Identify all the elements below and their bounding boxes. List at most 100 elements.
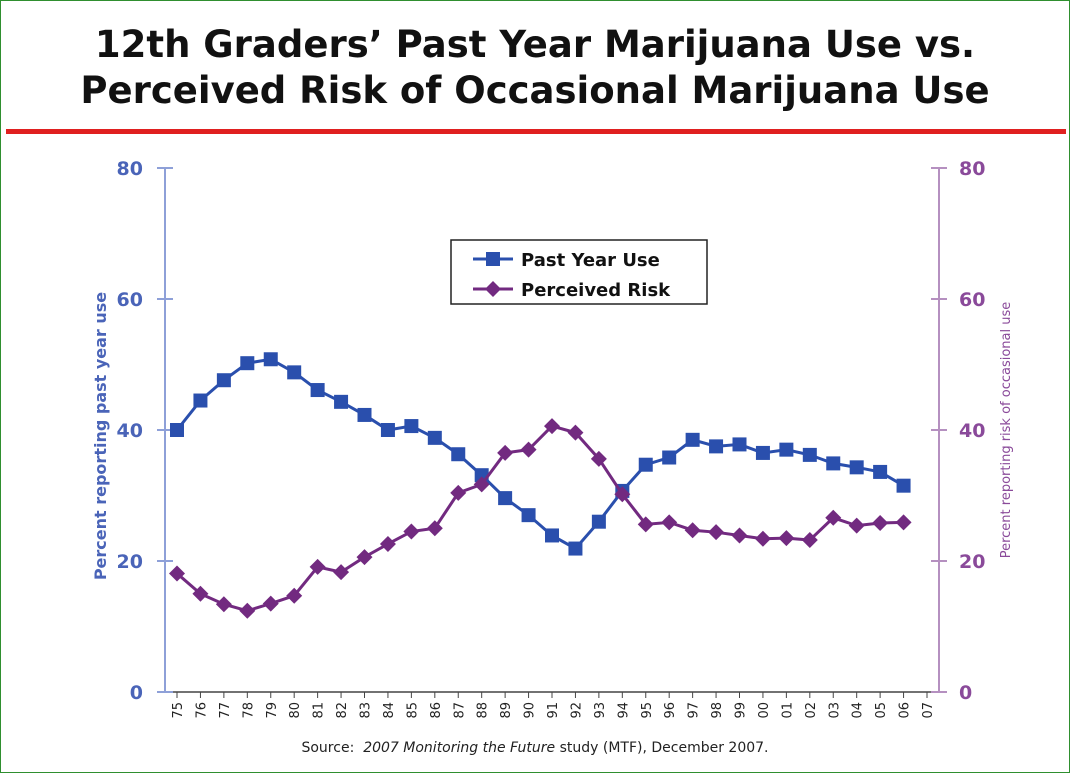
x-tick-label: 92	[569, 702, 584, 719]
past-year-use-point	[709, 439, 724, 454]
past-year-use-point	[498, 491, 513, 506]
right-y-tick-label: 40	[959, 420, 985, 442]
legend-past-year-use-label: Past Year Use	[521, 250, 660, 271]
perceived-risk-point	[825, 509, 842, 526]
past-year-use-point	[755, 445, 770, 460]
past-year-use-point	[170, 423, 184, 437]
x-tick-label: 00	[757, 702, 772, 719]
past-year-use-line	[175, 357, 905, 551]
x-tick-label: 76	[194, 702, 209, 719]
x-tick-label: 90	[523, 702, 538, 719]
past-year-use-point	[404, 419, 419, 434]
left-y-tick-label: 60	[117, 289, 143, 311]
left-y-tick-label: 80	[117, 158, 143, 180]
perceived-risk-point	[637, 516, 654, 533]
x-tick-label: 99	[734, 702, 749, 719]
x-tick-label: 78	[241, 702, 256, 719]
x-tick-label: 81	[312, 702, 327, 719]
past-year-use-point	[896, 478, 911, 493]
title-line-1: 12th Graders’ Past Year Marijuana Use vs…	[94, 23, 976, 66]
right-y-tick-label: 80	[959, 158, 985, 180]
perceived-risk-point	[708, 524, 725, 541]
past-year-use-point	[380, 423, 395, 437]
left-y-tick-label: 0	[130, 682, 143, 704]
x-tick-label: 83	[359, 702, 374, 719]
x-tick-label: 86	[429, 702, 444, 719]
past-year-use-point	[521, 508, 536, 523]
past-year-use-point	[873, 464, 888, 479]
past-year-use-point	[568, 541, 583, 556]
past-year-use-point	[240, 356, 255, 371]
past-year-use-point	[310, 383, 325, 398]
perceived-risk-point	[614, 486, 631, 503]
x-tick-label: 01	[780, 702, 795, 719]
right-y-tick-label: 0	[959, 682, 972, 704]
past-year-use-point	[779, 442, 794, 457]
perceived-risk-point	[403, 523, 420, 540]
perceived-risk-point	[731, 527, 748, 544]
left-y-tick-label: 20	[117, 551, 143, 573]
perceived-risk-point	[309, 558, 326, 575]
x-tick-label: 98	[710, 702, 725, 719]
perceived-risk-point	[286, 587, 303, 604]
x-tick-label: 91	[546, 702, 561, 719]
perceived-risk-point	[262, 595, 279, 612]
x-tick-label: 06	[898, 702, 913, 719]
perceived-risk-point	[754, 530, 771, 547]
x-tick-label: 79	[265, 702, 280, 719]
x-tick-label: 03	[827, 702, 842, 719]
perceived-risk-point	[544, 418, 560, 435]
past-year-use-point	[591, 514, 606, 529]
source-study-name: 2007 Monitoring the Future	[363, 740, 556, 756]
perceived-risk-point	[379, 535, 396, 552]
past-year-use-point	[638, 457, 653, 472]
x-tick-label: 84	[382, 702, 397, 719]
legend-past-year-use-marker	[486, 252, 500, 266]
past-year-use-point	[662, 450, 677, 465]
perceived-risk-point	[801, 532, 818, 549]
x-tick-label: 95	[640, 702, 655, 719]
perceived-risk-point	[590, 450, 607, 467]
x-tick-label: 88	[476, 702, 491, 719]
x-tick-label: 89	[499, 702, 514, 719]
x-tick-label: 75	[171, 702, 186, 719]
x-tick-label: 77	[218, 702, 233, 719]
legend-perceived-risk-marker	[485, 281, 501, 297]
left-y-axis-title: Percent reporting past year use	[91, 292, 110, 580]
perceived-risk-point	[450, 484, 467, 501]
title-line-2: Perceived Risk of Occasional Marijuana U…	[80, 69, 990, 112]
perceived-risk-point	[895, 514, 912, 531]
perceived-risk-point	[239, 602, 256, 619]
source-prefix: Source:	[301, 740, 355, 756]
perceived-risk-point	[356, 549, 373, 566]
x-tick-label: 04	[851, 702, 866, 719]
past-year-use-point	[826, 456, 841, 471]
perceived-risk-point	[520, 441, 537, 458]
past-year-use-point	[451, 447, 466, 462]
x-tick-label: 87	[452, 702, 467, 719]
perceived-risk-point	[778, 530, 795, 547]
past-year-use-point	[193, 393, 208, 408]
x-tick-label: 02	[804, 702, 819, 719]
past-year-use-point	[427, 430, 442, 445]
right-y-axis-title: Percent reporting risk of occasional use	[999, 302, 1014, 559]
chart-title: 12th Graders’ Past Year Marijuana Use vs…	[0, 22, 1070, 114]
perceived-risk-point	[567, 424, 584, 441]
perceived-risk-line	[176, 424, 904, 613]
perceived-risk-point	[684, 522, 701, 539]
x-tick-label: 85	[405, 702, 420, 719]
x-tick-label: 93	[593, 702, 608, 719]
perceived-risk-point	[215, 596, 232, 613]
past-year-use-point	[263, 352, 278, 367]
x-tick-label: 96	[663, 702, 678, 719]
right-y-tick-label: 20	[959, 551, 985, 573]
legend-perceived-risk-label: Perceived Risk	[521, 280, 671, 301]
perceived-risk-point	[426, 520, 443, 537]
past-year-use-point	[545, 528, 559, 543]
past-year-use-point	[216, 373, 231, 388]
source-suffix: study (MTF), December 2007.	[559, 740, 769, 756]
right-y-tick-label: 60	[959, 289, 985, 311]
source-note: Source: 2007 Monitoring the Future study…	[0, 740, 1070, 756]
left-y-tick-label: 40	[117, 420, 143, 442]
